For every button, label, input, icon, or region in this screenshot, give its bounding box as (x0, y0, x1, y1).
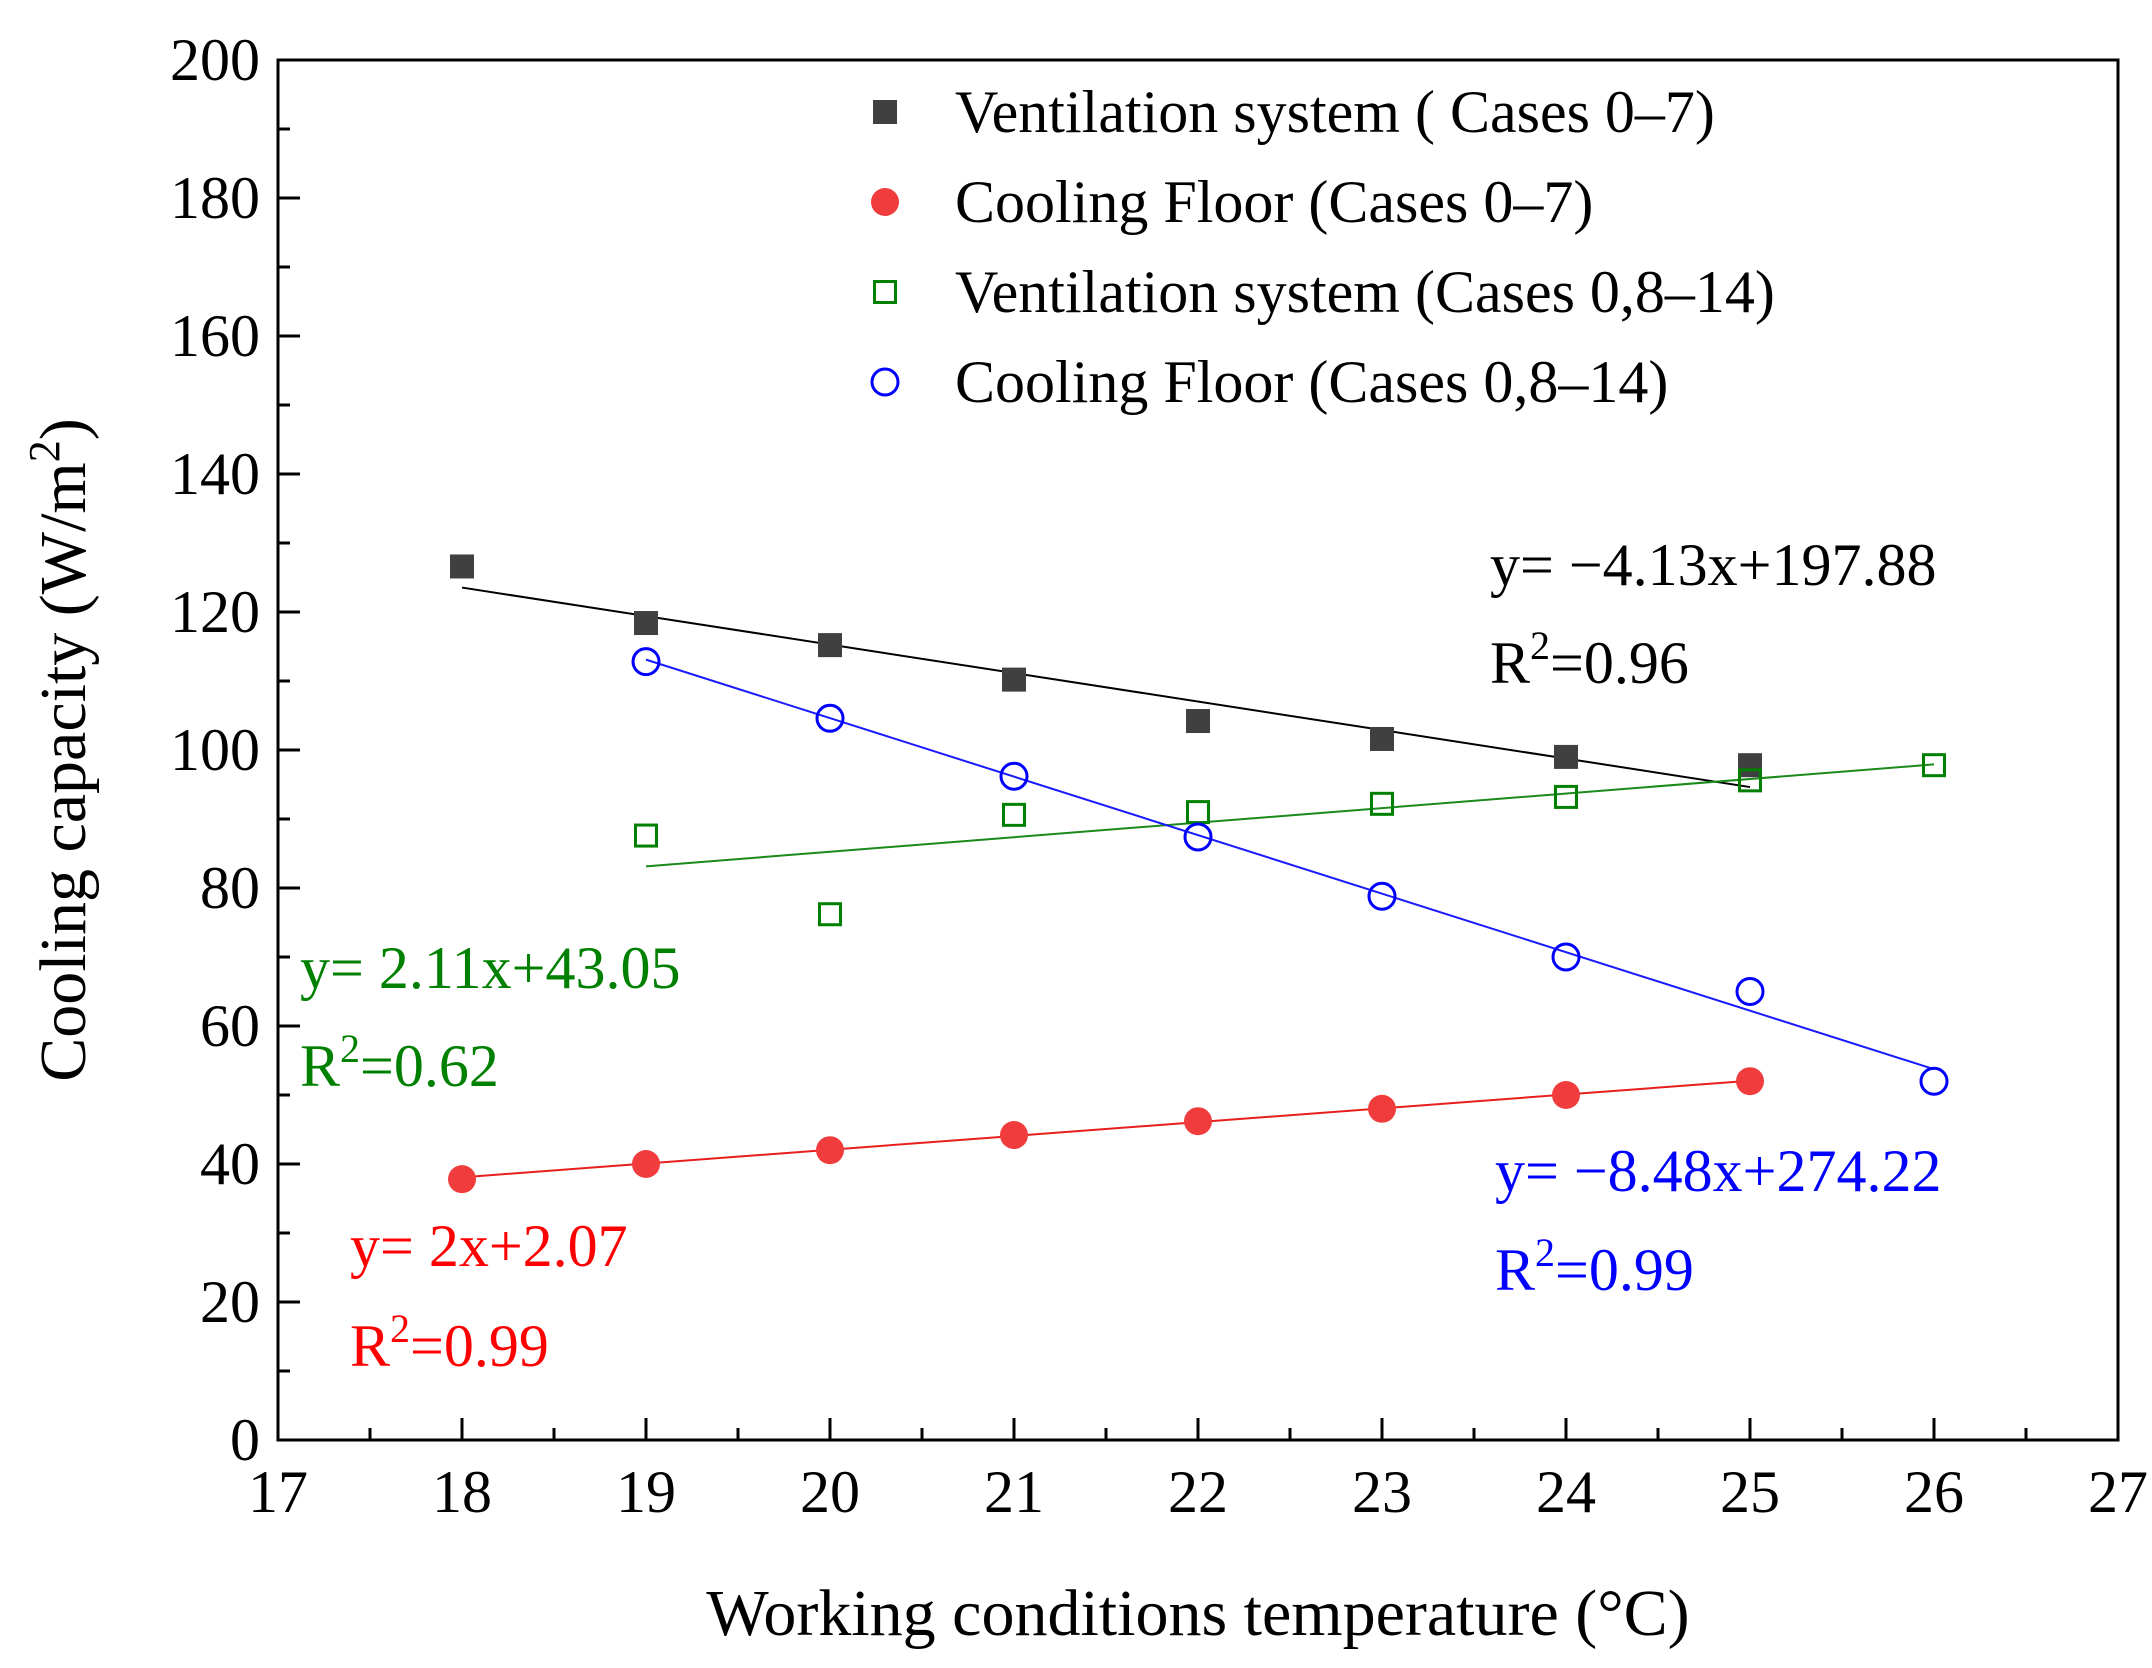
legend-label: Cooling Floor (Cases 0,8–14) (955, 349, 1668, 415)
y-tick-label: 20 (200, 1269, 260, 1335)
x-tick-label: 26 (1904, 1459, 1964, 1525)
y-tick-label: 80 (200, 855, 260, 921)
data-point (1002, 667, 1026, 692)
legend-item-cooling-floor-0-7: Cooling Floor (Cases 0–7) (871, 169, 1593, 235)
data-point (1551, 942, 1581, 972)
fit-r-squared: R2=0.99 (1495, 1230, 1694, 1303)
legend-marker-square-filled (873, 100, 897, 124)
data-point (450, 554, 474, 579)
legend-label: Ventilation system (Cases 0,8–14) (955, 259, 1775, 325)
y-tick-label: 200 (170, 27, 260, 93)
data-point (1367, 881, 1397, 911)
fit-r-squared: R2=0.96 (1490, 623, 1689, 696)
data-point (815, 703, 845, 733)
data-point (1738, 753, 1762, 778)
data-point (1183, 822, 1213, 852)
fit-line-series-0 (461, 586, 1751, 789)
legend: Ventilation system ( Cases 0–7) Cooling … (870, 79, 1775, 415)
data-point (631, 647, 661, 677)
data-point (1736, 1067, 1764, 1096)
y-tick-label: 40 (200, 1131, 260, 1197)
data-point (818, 633, 842, 658)
fit-line-series-1 (461, 1079, 1751, 1179)
fit-line-series-2 (645, 763, 1935, 868)
y-tick-label: 140 (170, 441, 260, 507)
y-tick-label: 180 (170, 165, 260, 231)
x-tick-label: 19 (616, 1459, 676, 1525)
data-point (1368, 1094, 1396, 1123)
data-point (999, 761, 1029, 791)
data-point (1554, 744, 1578, 769)
axis-ticks: 17 18 19 20 21 22 23 24 25 26 27 0 20 40 60 80 100 120 140… (170, 27, 2148, 1525)
data-points (448, 554, 1949, 1194)
legend-item-ventilation-0-7: Ventilation system ( Cases 0–7) (873, 79, 1715, 145)
legend-marker-square-open (873, 280, 897, 304)
data-point (818, 902, 842, 927)
data-point (1002, 802, 1026, 827)
y-axis-title: Cooling capacity (W/m2) (20, 418, 100, 1081)
fit-r-squared: R2=0.62 (300, 1026, 499, 1099)
data-point (634, 611, 658, 636)
data-point (1186, 709, 1210, 734)
annotation-cooling-floor-0-8-14: y= −8.48x+274.22 R2=0.99 (1495, 1138, 1942, 1303)
fit-equation: y= −8.48x+274.22 (1495, 1138, 1942, 1204)
y-tick-label: 160 (170, 303, 260, 369)
x-tick-label: 17 (248, 1459, 308, 1525)
series-2-points (634, 753, 1946, 927)
x-tick-label: 24 (1536, 1459, 1596, 1525)
legend-label: Ventilation system ( Cases 0–7) (955, 79, 1715, 145)
fit-r-squared: R2=0.99 (350, 1306, 549, 1379)
data-point (1184, 1107, 1212, 1136)
data-point (816, 1136, 844, 1165)
data-point (1000, 1121, 1028, 1150)
fit-equation: y= 2x+2.07 (350, 1213, 628, 1279)
y-tick-label: 100 (170, 717, 260, 783)
data-point (1552, 1081, 1580, 1109)
data-point (1554, 784, 1578, 809)
x-tick-label: 22 (1168, 1459, 1228, 1525)
y-tick-label: 0 (230, 1407, 260, 1473)
series-1-points (448, 1067, 1764, 1194)
x-tick-label: 18 (432, 1459, 492, 1525)
data-point (1370, 791, 1394, 816)
fit-line-series-3 (645, 658, 1935, 1071)
series-0-points (450, 554, 1762, 778)
x-tick-label: 27 (2088, 1459, 2148, 1525)
data-point (1735, 977, 1765, 1006)
fit-equation: y= −4.13x+197.88 (1490, 532, 1937, 598)
data-point (632, 1150, 660, 1178)
y-tick-label: 60 (200, 993, 260, 1059)
legend-marker-circle-filled (871, 188, 899, 216)
annotation-ventilation-0-7: y= −4.13x+197.88 R2=0.96 (1490, 532, 1937, 696)
legend-item-cooling-floor-0-8-14: Cooling Floor (Cases 0,8–14) (870, 349, 1668, 415)
x-tick-label: 20 (800, 1459, 860, 1525)
legend-label: Cooling Floor (Cases 0–7) (955, 169, 1593, 235)
data-point (1922, 753, 1946, 778)
data-point (634, 823, 658, 848)
data-point (1370, 726, 1394, 751)
y-tick-label: 120 (170, 579, 260, 645)
legend-marker-circle-open (870, 367, 900, 397)
x-axis-title: Working conditions temperature (°C) (706, 1577, 1689, 1650)
data-point (1738, 768, 1762, 793)
series-3-points (631, 647, 1949, 1096)
x-tick-label: 25 (1720, 1459, 1780, 1525)
fit-equation: y= 2.11x+43.05 (300, 935, 680, 1001)
data-point (1919, 1066, 1949, 1096)
legend-item-ventilation-0-8-14: Ventilation system (Cases 0,8–14) (873, 259, 1775, 325)
annotation-ventilation-0-8-14: y= 2.11x+43.05 R2=0.62 (300, 935, 680, 1099)
fit-lines (461, 586, 1935, 1179)
x-tick-label: 21 (984, 1459, 1044, 1525)
x-tick-label: 23 (1352, 1459, 1412, 1525)
annotation-cooling-floor-0-7: y= 2x+2.07 R2=0.99 (350, 1213, 628, 1379)
data-point (448, 1165, 476, 1194)
data-point (1186, 800, 1210, 825)
